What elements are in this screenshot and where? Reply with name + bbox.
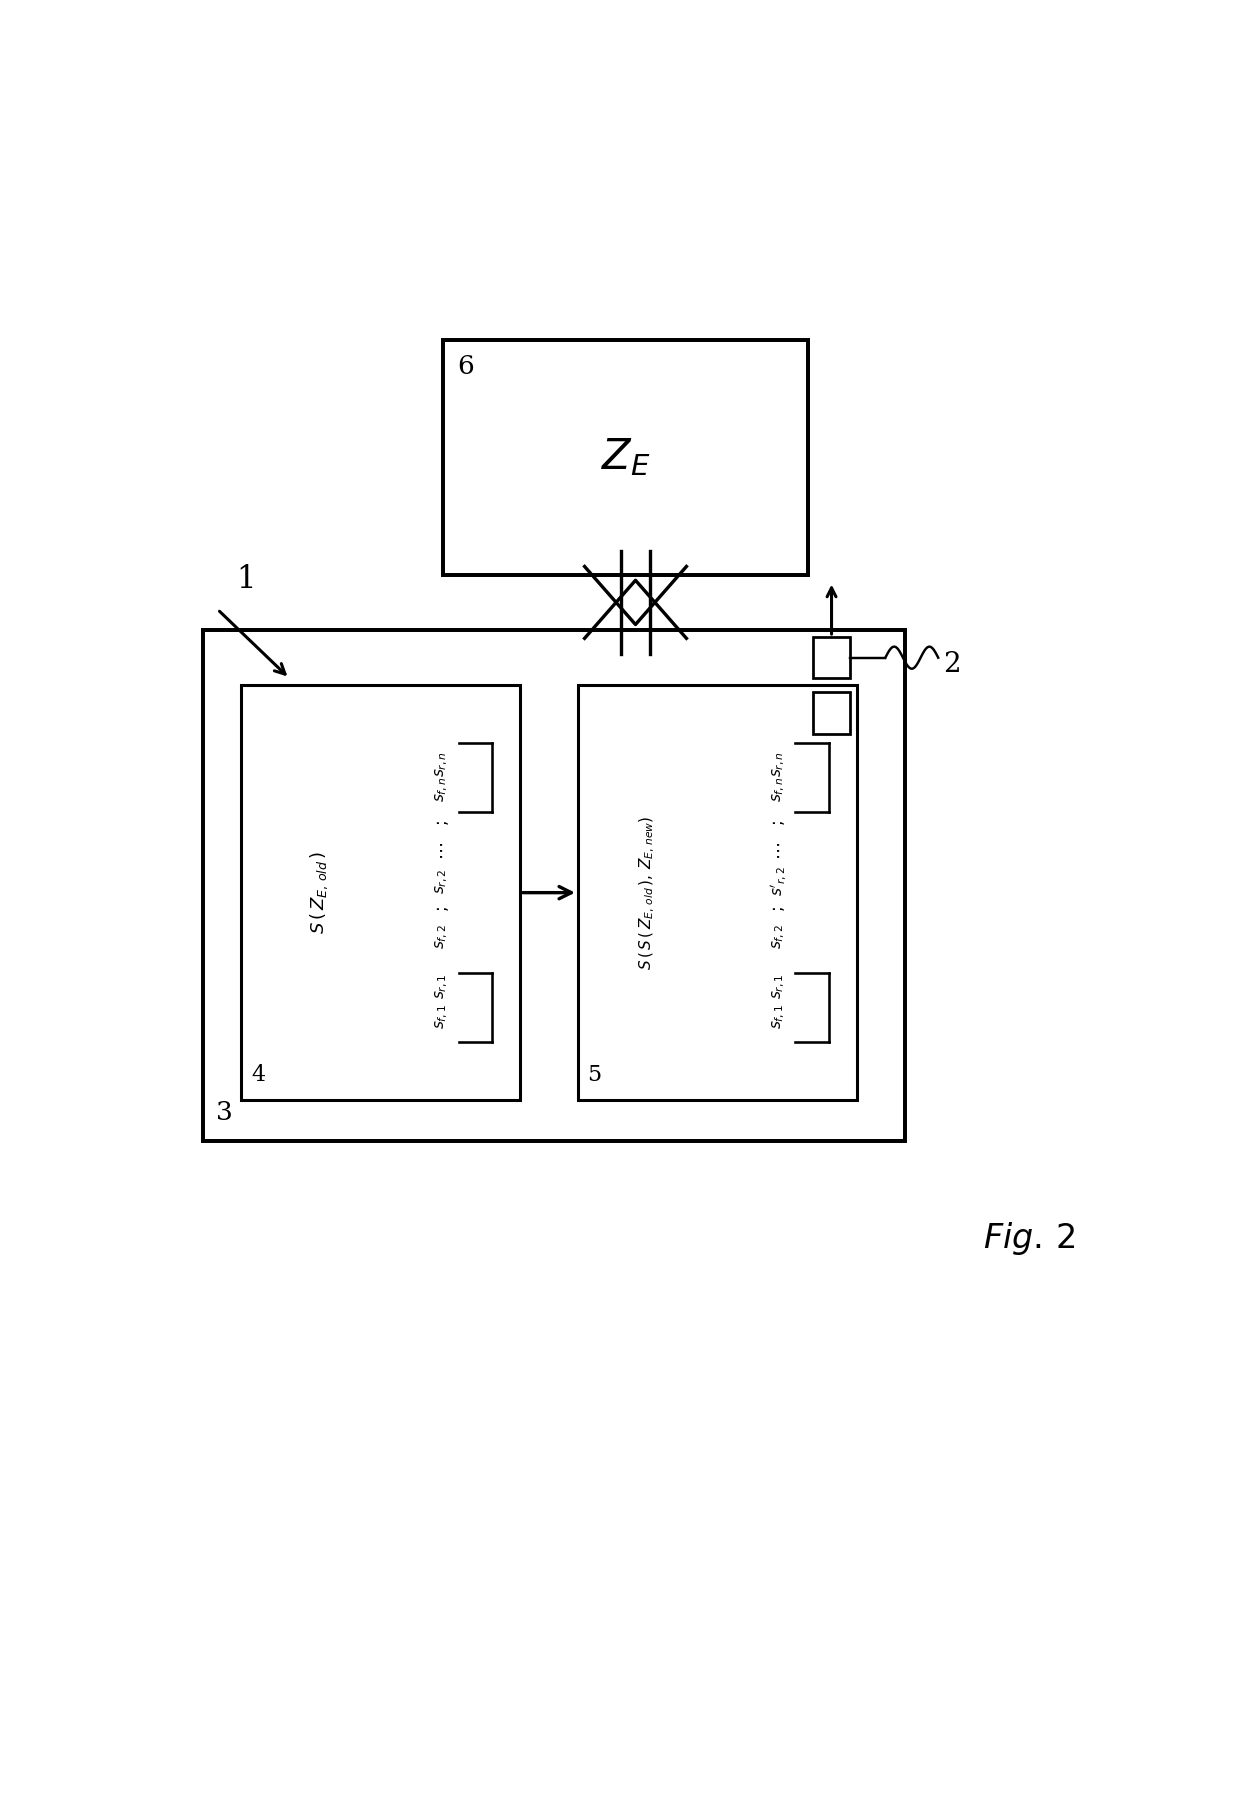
Text: $s_{f,2}$: $s_{f,2}$ bbox=[770, 924, 786, 950]
FancyBboxPatch shape bbox=[578, 686, 857, 1100]
Text: $;$: $;$ bbox=[770, 820, 787, 826]
FancyBboxPatch shape bbox=[242, 686, 521, 1100]
Text: $s'_{r,2}$: $s'_{r,2}$ bbox=[769, 867, 789, 896]
Text: 3: 3 bbox=[216, 1100, 232, 1125]
Text: $s_{r,1}$: $s_{r,1}$ bbox=[434, 975, 450, 1000]
Text: $s_{r,1}$: $s_{r,1}$ bbox=[770, 975, 786, 1000]
FancyBboxPatch shape bbox=[444, 339, 808, 574]
Text: 4: 4 bbox=[250, 1064, 265, 1086]
Text: $Fig.\,2$: $Fig.\,2$ bbox=[983, 1219, 1075, 1256]
Text: $s_{f,n}$: $s_{f,n}$ bbox=[770, 777, 786, 802]
FancyBboxPatch shape bbox=[813, 637, 849, 679]
Text: $;$: $;$ bbox=[770, 906, 787, 912]
Text: $\cdots$: $\cdots$ bbox=[770, 842, 787, 860]
Text: 1: 1 bbox=[237, 564, 257, 596]
Text: $s_{f,n}$: $s_{f,n}$ bbox=[434, 777, 450, 802]
Text: 6: 6 bbox=[456, 354, 474, 379]
Text: $s_{f,1}$: $s_{f,1}$ bbox=[434, 1005, 450, 1030]
Text: 2: 2 bbox=[944, 652, 961, 679]
FancyBboxPatch shape bbox=[203, 630, 905, 1142]
Text: 5: 5 bbox=[588, 1064, 601, 1086]
Text: $;$: $;$ bbox=[434, 820, 450, 826]
Text: $;$: $;$ bbox=[434, 906, 450, 912]
Text: $s_{r,n}$: $s_{r,n}$ bbox=[434, 750, 450, 777]
Text: $s_{f,2}$: $s_{f,2}$ bbox=[434, 924, 450, 950]
Text: $S\,(\,S\,(\,Z_{E,\,old}\,),\,Z_{E,\,new})$: $S\,(\,S\,(\,Z_{E,\,old}\,),\,Z_{E,\,new… bbox=[637, 815, 657, 969]
Text: $s_{r,n}$: $s_{r,n}$ bbox=[770, 750, 786, 777]
Text: $Z_E$: $Z_E$ bbox=[601, 436, 651, 477]
Text: $S\,(\,Z_{E,\,old}\,)$: $S\,(\,Z_{E,\,old}\,)$ bbox=[309, 851, 330, 933]
Text: $s_{f,1}$: $s_{f,1}$ bbox=[770, 1005, 786, 1030]
FancyBboxPatch shape bbox=[813, 693, 849, 734]
Text: $s_{r,2}$: $s_{r,2}$ bbox=[434, 869, 450, 894]
Text: $\cdots$: $\cdots$ bbox=[433, 842, 451, 860]
